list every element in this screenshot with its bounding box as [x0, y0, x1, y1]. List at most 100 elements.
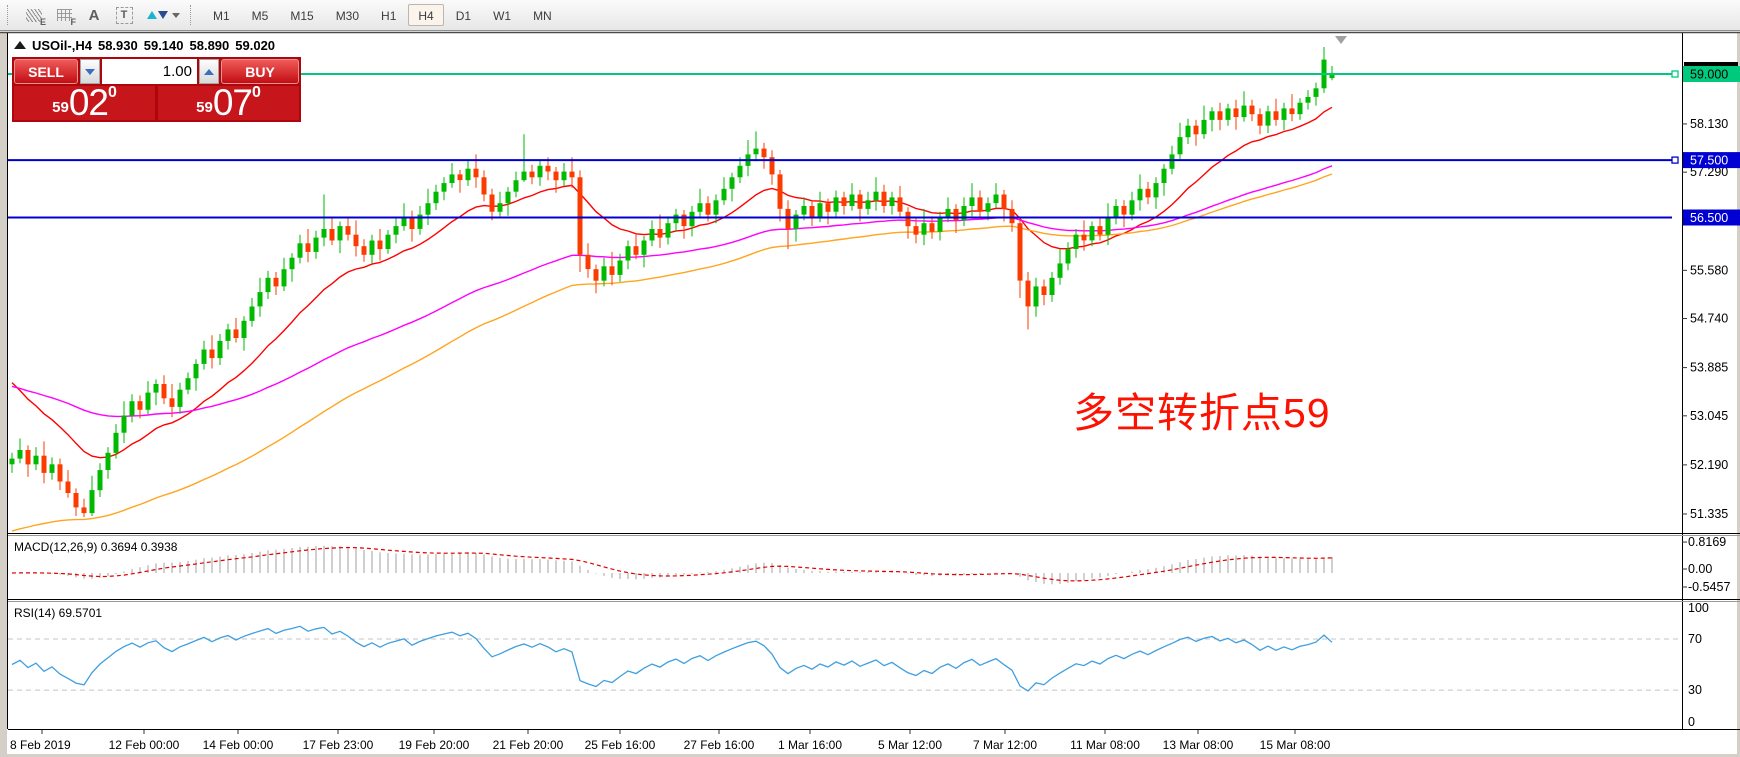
axis-top-marker [1684, 62, 1738, 67]
candle [777, 174, 783, 209]
candle [1145, 188, 1151, 198]
candle [825, 203, 831, 212]
rsi-scale-label: 70 [1688, 632, 1702, 646]
candle [201, 349, 207, 364]
candle [449, 174, 455, 183]
time-label: 25 Feb 16:00 [585, 738, 656, 752]
symbol-period-label: USOil-,H4 [32, 38, 92, 53]
timeframe-h1-button[interactable]: H1 [371, 4, 406, 26]
rsi-line [11, 625, 1333, 692]
toolbar-grip[interactable] [7, 5, 12, 25]
chart-annotation-text[interactable]: 多空转折点59 [1073, 390, 1331, 436]
text-label-icon[interactable]: A [88, 6, 100, 24]
candle [1281, 108, 1287, 120]
candle [1273, 111, 1279, 120]
candle [1017, 223, 1023, 281]
time-label: 13 Mar 08:00 [1163, 738, 1234, 752]
candle [993, 194, 999, 204]
candle [601, 266, 607, 281]
candle [1057, 263, 1063, 278]
rsi-label: RSI(14) 69.5701 [14, 606, 102, 620]
volume-input[interactable] [102, 59, 197, 84]
arrow-objects-icon[interactable] [141, 3, 185, 27]
price-line-label-box [1683, 66, 1740, 82]
candle [33, 455, 39, 465]
candle [841, 197, 847, 206]
candle [113, 432, 119, 453]
price-line-marker[interactable] [1671, 70, 1679, 78]
macd-panel[interactable]: MACD(12,26,9) 0.3694 0.3938 0.8169 0.00 -0.… [11, 535, 1730, 594]
time-label: 21 Feb 20:00 [493, 738, 564, 752]
timeframe-w1-button[interactable]: W1 [483, 4, 521, 26]
candle [193, 363, 199, 379]
candle [617, 260, 623, 275]
candle [273, 277, 279, 287]
toolbar-grip-2[interactable] [190, 5, 195, 25]
candle [233, 329, 239, 338]
volume-increase-button[interactable] [199, 59, 219, 84]
price-axis[interactable]: 58.130 57.290 55.580 54.740 53.885 53.045 52.1… [1682, 66, 1740, 521]
quote-open: 58.930 [97, 38, 138, 53]
candle [281, 269, 287, 287]
sell-price-display[interactable]: 59 02 0 [14, 84, 155, 121]
candle [529, 171, 535, 178]
candle [1065, 249, 1071, 264]
timeframe-d1-button[interactable]: D1 [446, 4, 481, 26]
macd-scale-label: 0.00 [1688, 562, 1712, 576]
candles-layer[interactable] [9, 47, 1335, 518]
chart-shift-marker-icon[interactable] [1335, 36, 1347, 44]
chart-area[interactable]: 58.130 57.290 55.580 54.740 53.885 53.045 52.1… [0, 31, 1740, 757]
timeframe-mn-button[interactable]: MN [523, 4, 562, 26]
timeframe-m30-button[interactable]: M30 [326, 4, 369, 26]
candle [1081, 234, 1087, 241]
candle [169, 398, 175, 407]
candle [609, 266, 615, 275]
candle [49, 464, 55, 473]
price-tick-label: 53.045 [1690, 409, 1728, 423]
left-gutter [0, 33, 7, 755]
buy-price-display[interactable]: 59 07 0 [158, 84, 299, 121]
rsi-scale-label: 30 [1688, 683, 1702, 697]
candle [1297, 102, 1303, 115]
candle [9, 458, 15, 465]
collapse-panel-icon[interactable] [14, 41, 26, 49]
grid-icon[interactable]: F [51, 3, 77, 27]
quote-close: 59.020 [235, 38, 276, 53]
time-label: 12 Feb 00:00 [109, 738, 180, 752]
candle [857, 194, 863, 209]
sell-button[interactable]: SELL [14, 59, 78, 84]
grid-icon-glyph [56, 9, 72, 21]
timeframe-h4-button[interactable]: H4 [408, 4, 444, 26]
candle [753, 148, 759, 155]
candle [977, 197, 983, 212]
candle [425, 203, 431, 215]
candle [1201, 119, 1207, 135]
price-line-marker[interactable] [1671, 156, 1679, 164]
timeframe-m5-button[interactable]: M5 [242, 4, 279, 26]
timeframe-m1-button[interactable]: M1 [203, 4, 240, 26]
price-tick-label: 54.740 [1690, 312, 1728, 326]
candle [65, 481, 71, 493]
price-line-label-box [1683, 152, 1740, 169]
candle [953, 208, 959, 221]
candle [73, 493, 79, 508]
indicators-icon-glyph [26, 8, 42, 22]
trade-panel-controls: SELL BUY [14, 59, 299, 84]
timeframe-m15-button[interactable]: M15 [280, 4, 323, 26]
rsi-panel[interactable]: RSI(14) 69.5701 100 70 30 0 [8, 601, 1709, 729]
quote-low: 58.890 [189, 38, 230, 53]
text-box-icon[interactable]: T [111, 3, 137, 27]
volume-decrease-button[interactable] [80, 59, 100, 84]
candle [673, 214, 679, 224]
candle [297, 243, 303, 258]
buy-button[interactable]: BUY [221, 59, 299, 84]
candle [145, 392, 151, 410]
candle [737, 165, 743, 178]
indicators-icon[interactable]: E [21, 3, 47, 27]
candle [937, 217, 943, 232]
candle [945, 208, 951, 218]
candle [153, 384, 159, 393]
candle [489, 194, 495, 212]
quote-high: 59.140 [143, 38, 184, 53]
time-axis[interactable]: 8 Feb 2019 12 Feb 00:00 14 Feb 00:00 17 Feb… [10, 730, 1331, 752]
